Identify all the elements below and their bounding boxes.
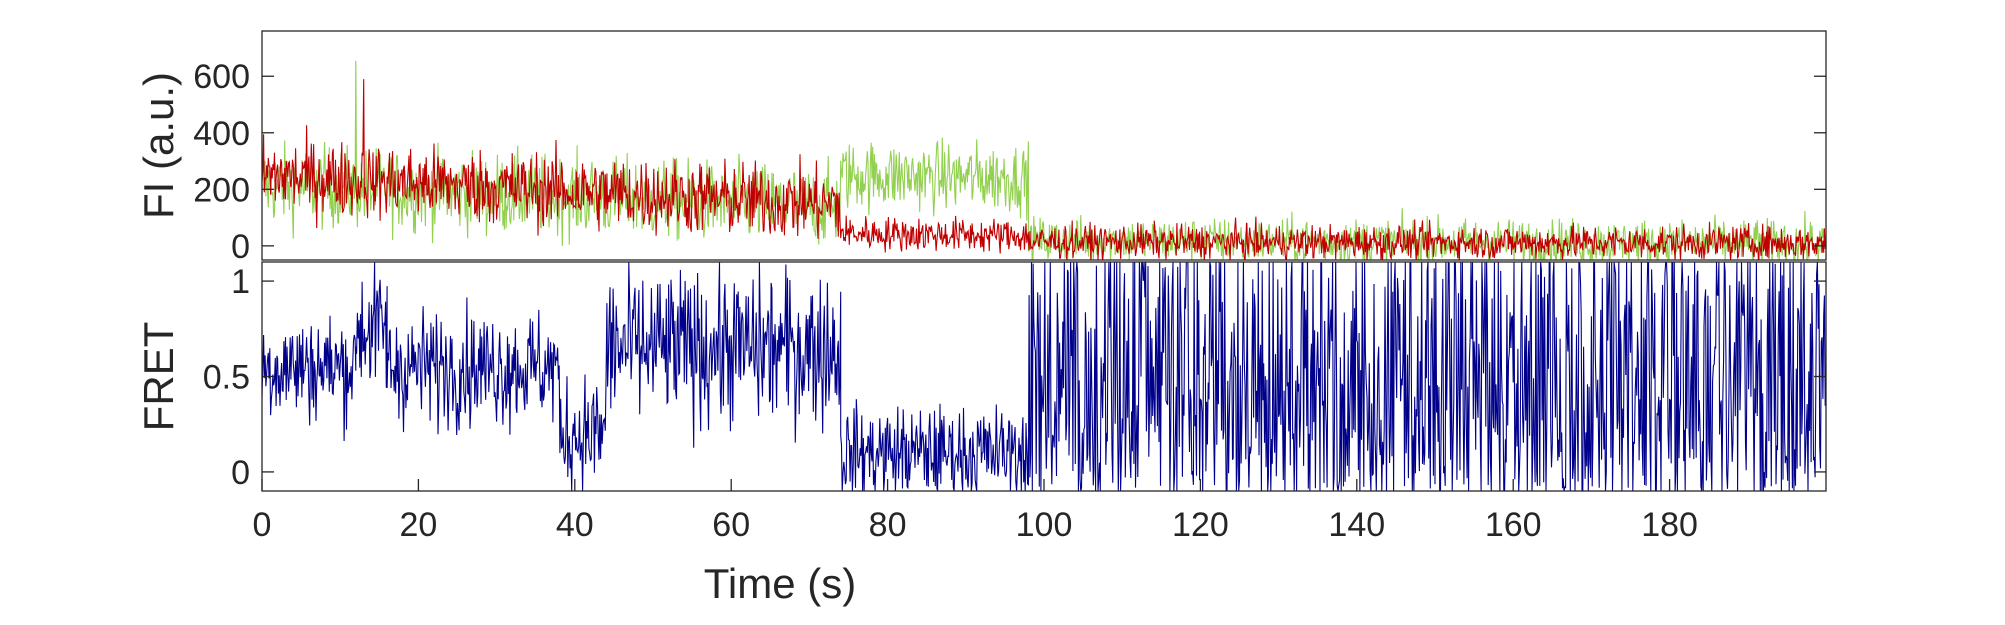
- y-tick-label: 600: [193, 58, 250, 96]
- x-tick-label: 180: [1641, 506, 1698, 544]
- x-tick-label: 80: [869, 506, 907, 544]
- fret-efficiency-panel: 0 0.5 1 0 20 40 60 80 100 120 140 160 180 FRET Time (s…: [135, 261, 1827, 607]
- x-tick-label: 40: [556, 506, 594, 544]
- y-tick-label: 200: [193, 171, 250, 209]
- y-axis-title: FRET: [135, 322, 182, 432]
- fluorescence-intensity-panel: 0 200 400 600 FI (a.u.): [135, 30, 1827, 266]
- x-tick-label: 0: [253, 506, 272, 544]
- series-line-0-0: [262, 60, 1826, 260]
- y-tick-label: 0: [231, 454, 250, 492]
- x-tick-label: 160: [1485, 506, 1542, 544]
- series-line-0-1: [262, 79, 1826, 260]
- x-tick-label: 60: [712, 506, 750, 544]
- y-tick-label: 0.5: [203, 359, 250, 397]
- x-axis-title: Time (s): [704, 560, 856, 607]
- x-tick-label: 100: [1016, 506, 1073, 544]
- y-axis-title: FI (a.u.): [135, 72, 182, 219]
- series-line-1-0: [262, 262, 1826, 491]
- x-tick-label: 120: [1172, 506, 1229, 544]
- y-tick-label: 400: [193, 115, 250, 153]
- x-tick-label: 140: [1328, 506, 1385, 544]
- x-tick-label: 20: [399, 506, 437, 544]
- y-tick-label: 1: [231, 263, 250, 301]
- plot-frame: [261, 30, 1827, 261]
- y-tick-label: 0: [231, 228, 250, 266]
